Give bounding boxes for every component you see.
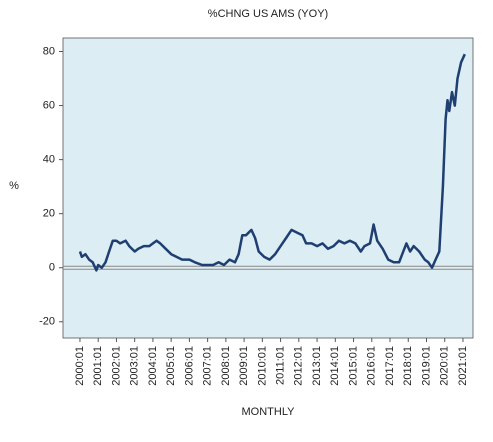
x-tick-label: 2012:01 — [293, 346, 305, 386]
x-tick-label: 2010:01 — [256, 346, 268, 386]
x-tick-label: 2016:01 — [366, 346, 378, 386]
x-tick-label: 2011:01 — [274, 346, 286, 385]
x-tick-label: 2007:01 — [202, 346, 214, 386]
y-tick-label: 80 — [43, 45, 55, 57]
x-tick-label: 2015:01 — [347, 346, 359, 386]
x-tick-label: 2013:01 — [311, 346, 323, 386]
x-tick-label: 2018:01 — [402, 346, 414, 386]
x-tick-label: 2006:01 — [183, 346, 195, 386]
data-line — [78, 53, 466, 272]
x-tick-label: 2005:01 — [165, 346, 177, 386]
x-tick-label: 2000:01 — [74, 346, 86, 386]
x-tick-label: 2001:01 — [92, 346, 104, 386]
y-tick-label: -20 — [39, 316, 55, 328]
x-tick-label: 2021:01 — [457, 346, 469, 386]
y-tick-label: 20 — [43, 208, 55, 220]
x-tick-label: 2017:01 — [384, 346, 396, 386]
x-axis-label: MONTHLY — [242, 406, 296, 418]
x-tick-label: 2020:01 — [439, 346, 451, 386]
x-tick-label: 2008:01 — [220, 346, 232, 386]
plot-area — [62, 37, 474, 339]
chart-title: %CHNG US AMS (YOY) — [208, 8, 328, 20]
y-tick-label: 40 — [43, 154, 55, 166]
x-tick-label: 2002:01 — [110, 346, 122, 386]
y-axis-label: % — [9, 180, 19, 192]
x-tick-label: 2009:01 — [238, 346, 250, 386]
x-tick-label: 2003:01 — [129, 346, 141, 386]
x-tick-label: 2004:01 — [147, 346, 159, 386]
y-tick-label: 0 — [49, 262, 55, 274]
x-tick-label: 2019:01 — [420, 346, 432, 386]
x-tick-label: 2014:01 — [329, 346, 341, 386]
y-tick-label: 60 — [43, 99, 55, 111]
